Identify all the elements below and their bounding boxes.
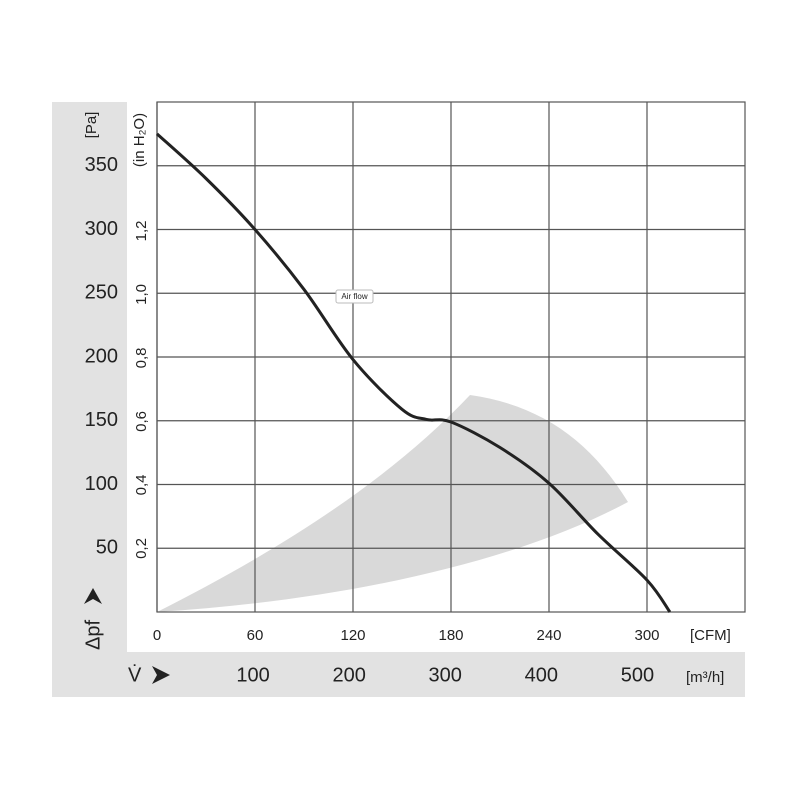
y-axis-label: [Pa] (83, 112, 100, 139)
grid (156, 102, 745, 612)
x2-tick-label: 500 (621, 664, 654, 686)
x2-arrow (152, 666, 170, 684)
y-arrow (84, 588, 102, 604)
x2-axis-label: [m³/h] (686, 669, 724, 686)
y2-tick-label: 1,2 (133, 220, 150, 241)
y-tick-label: 300 (85, 218, 118, 240)
y2-tick-label: 0,2 (133, 538, 150, 559)
y-symbol: Δpf (82, 620, 104, 650)
operating-range (157, 395, 628, 612)
x-tick-label: 300 (634, 627, 659, 644)
y-tick-label: 50 (96, 537, 118, 559)
annotation: Air flow (341, 292, 367, 301)
x2-tick-label: 200 (332, 664, 365, 686)
y2-axis-label: (in H₂O) (131, 113, 148, 167)
x2-tick-label: 400 (525, 664, 558, 686)
plot-frame (156, 101, 746, 613)
y-tick-label: 150 (85, 409, 118, 431)
y-tick-label: 100 (85, 473, 118, 495)
x2-tick-label: 300 (429, 664, 462, 686)
x-tick-label: 120 (340, 627, 365, 644)
y-tick-label: 200 (85, 345, 118, 367)
x2-tick-label: 100 (236, 664, 269, 686)
y-tick-label: 250 (85, 282, 118, 304)
x-tick-label: 240 (536, 627, 561, 644)
x2-symbol: V̇ (128, 664, 142, 686)
annotation-box (335, 289, 374, 304)
x-tick-label: 0 (153, 627, 161, 644)
y2-tick-label: 0,6 (133, 411, 150, 432)
x-axis-label: [CFM] (690, 627, 731, 644)
y2-tick-label: 1,0 (133, 284, 150, 305)
y2-tick-label: 0,4 (133, 475, 150, 496)
x-tick-label: 60 (247, 627, 264, 644)
x-tick-label: 180 (438, 627, 463, 644)
left-band (52, 102, 127, 697)
y2-tick-label: 0,8 (133, 348, 150, 369)
y-tick-label: 350 (85, 154, 118, 176)
curve (155, 132, 672, 613)
